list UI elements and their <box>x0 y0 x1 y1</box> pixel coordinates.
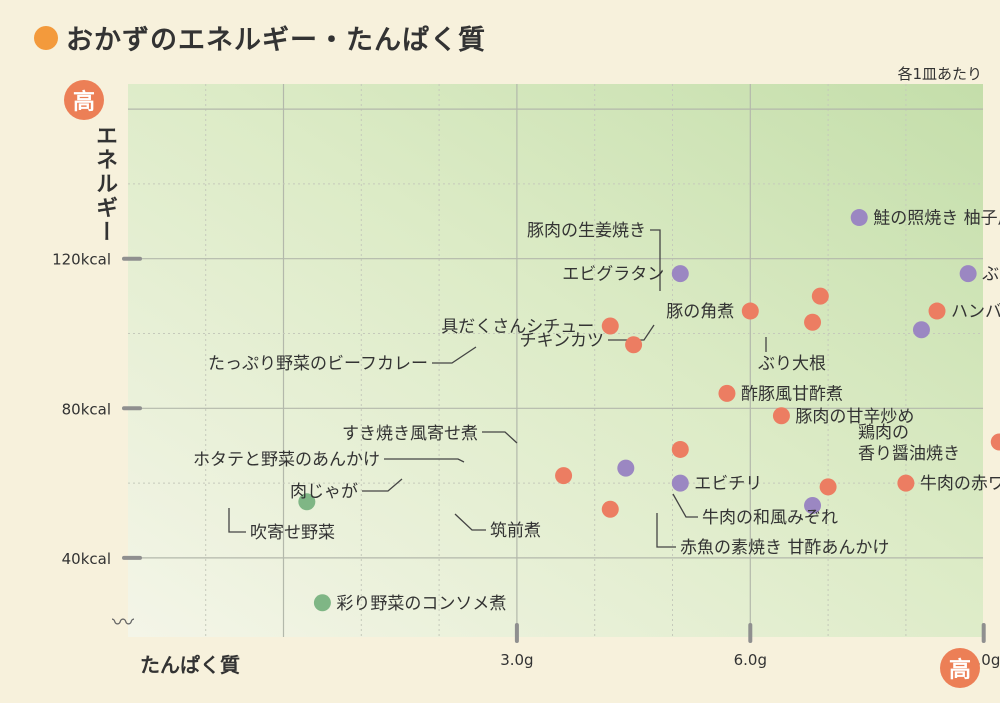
data-point-label-line: 香り醤油焼き <box>858 444 960 464</box>
y-tick-label: 40kcal <box>62 550 111 568</box>
data-point-label: 酢豚風甘酢煮 <box>741 384 843 404</box>
leader-lines <box>228 229 767 548</box>
y-axis-title: エネルギー <box>92 124 117 244</box>
per-serving-note: 各1皿あたり <box>897 65 982 83</box>
y-axis-high-badge: 高 <box>64 80 104 120</box>
data-point <box>912 321 930 339</box>
data-point <box>625 336 643 354</box>
x-tick-label: 6.0g <box>734 651 767 669</box>
data-point <box>671 474 689 492</box>
y-tick-label: 80kcal <box>62 400 111 418</box>
x-axis-high-badge: 高 <box>940 648 980 688</box>
data-point <box>298 493 316 511</box>
data-point <box>617 459 635 477</box>
data-point-label: 牛肉の赤ワイン煮 <box>920 474 1000 494</box>
data-point-label-line: 鶏肉の <box>858 423 909 443</box>
axis-break-icon: 〰 <box>112 611 134 636</box>
data-point-label: ホタテと野菜のあんかけ <box>193 450 380 470</box>
data-point <box>555 467 573 485</box>
data-point <box>897 474 915 492</box>
leader-line <box>608 324 655 341</box>
leader-line <box>432 346 477 364</box>
y-tick-label: 120kcal <box>52 251 111 269</box>
data-point-label: 肉じゃが <box>290 482 358 502</box>
leader-line <box>656 513 676 548</box>
data-point-label: ぶり大根 <box>758 354 826 374</box>
data-point-label: 豚の角煮 <box>666 302 734 322</box>
leader-line <box>672 493 698 518</box>
data-point <box>850 209 868 227</box>
plot-area <box>128 84 983 637</box>
data-point-label: 彩り野菜のコンソメ煮 <box>336 594 506 614</box>
data-point <box>804 497 822 515</box>
data-point-label: 豚肉の生姜焼き <box>527 221 646 241</box>
data-point-label: 豚肉の甘辛炒め <box>795 407 914 427</box>
title-bullet-icon <box>34 25 58 50</box>
leader-line <box>454 513 486 531</box>
data-point-label: エビグラタン <box>562 265 664 285</box>
data-point-label: ハンバーグ <box>951 302 1000 322</box>
leader-line <box>228 508 246 533</box>
data-point <box>313 594 331 612</box>
data-point-label: たっぷり野菜のビーフカレー <box>208 354 428 374</box>
data-point-label: 牛肉の和風みぞれ <box>702 508 838 528</box>
grid-lines <box>128 84 983 637</box>
data-point-label: 鮭の照焼き 柚子風味 <box>873 209 1000 229</box>
data-point-label: 具だくさんシチュー <box>441 317 594 337</box>
data-point <box>819 478 837 496</box>
data-point <box>928 302 946 320</box>
page-title: おかずのエネルギー・たんぱく質 <box>66 25 486 56</box>
data-point <box>718 384 736 402</box>
leader-line <box>650 229 661 291</box>
data-point <box>741 302 759 320</box>
data-point-label: すき焼き風寄せ煮 <box>342 424 478 444</box>
data-point <box>671 440 689 458</box>
data-point-label: 筑前煮 <box>490 521 541 541</box>
data-point <box>959 265 977 283</box>
data-point-label: 鶏肉の香り醤油焼き <box>858 423 960 464</box>
data-point <box>990 433 1000 451</box>
data-point-label: エビチリ <box>694 474 762 494</box>
x-tick-label: 3.0g <box>500 651 533 669</box>
data-point <box>601 500 619 518</box>
data-point-label: 赤魚の素焼き 甘酢あんかけ <box>680 538 889 558</box>
data-point-label: チキンカツ <box>520 331 605 351</box>
data-point <box>671 265 689 283</box>
x-axis-title: たんぱく質 <box>140 653 240 677</box>
leader-line <box>384 458 465 463</box>
leader-line <box>362 478 403 492</box>
data-point <box>772 407 790 425</box>
data-points <box>298 209 1000 612</box>
data-point <box>804 313 822 331</box>
title-row: おかずのエネルギー・たんぱく質 <box>34 18 486 57</box>
data-point-label: 吹寄せ野菜 <box>250 523 335 543</box>
data-point <box>811 287 829 305</box>
leader-line <box>482 431 518 444</box>
data-point-label: ぶりの照焼き <box>982 265 1000 285</box>
data-point <box>601 317 619 335</box>
